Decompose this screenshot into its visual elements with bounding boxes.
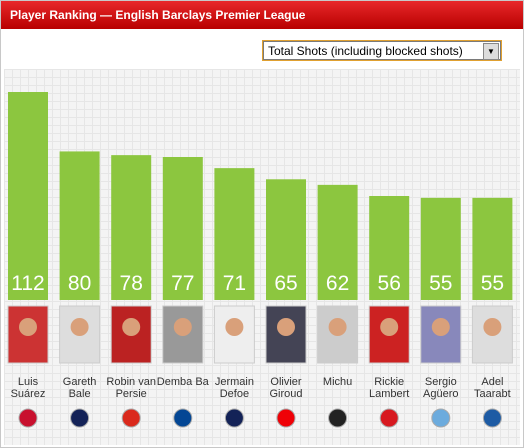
player-name: Robin van Persie bbox=[106, 376, 156, 400]
dropdown-arrow[interactable]: ▼ bbox=[483, 43, 499, 60]
player-head bbox=[122, 318, 141, 336]
bar bbox=[214, 168, 255, 300]
value-label: 71 bbox=[223, 272, 246, 295]
player-head bbox=[483, 318, 502, 336]
player-name: Jermain Defoe bbox=[214, 376, 254, 400]
club-logo bbox=[224, 408, 244, 428]
player-name: Gareth Bale bbox=[62, 376, 97, 400]
club-logo bbox=[121, 408, 141, 428]
player-head bbox=[277, 318, 295, 336]
club-logo bbox=[18, 408, 38, 428]
club-logo bbox=[431, 408, 451, 428]
player-name: Sergio Agüero bbox=[423, 376, 459, 400]
club-logo bbox=[482, 408, 502, 428]
club-logo bbox=[173, 408, 193, 428]
player-name: Adel Taarabt bbox=[474, 376, 511, 400]
player-head bbox=[19, 318, 37, 336]
player-photo bbox=[162, 305, 204, 364]
dropdown-text: Total Shots (including blocked shots) bbox=[268, 44, 463, 58]
club-logo bbox=[379, 408, 399, 428]
value-label: 55 bbox=[429, 272, 452, 295]
value-label: 77 bbox=[171, 272, 194, 295]
bar bbox=[111, 155, 152, 300]
value-label: 78 bbox=[120, 272, 143, 295]
player-head bbox=[380, 318, 399, 336]
player-head bbox=[431, 318, 450, 336]
value-label: 112 bbox=[11, 272, 44, 295]
player-head bbox=[70, 318, 89, 336]
club-logo bbox=[70, 408, 90, 428]
value-label: 62 bbox=[326, 272, 349, 295]
bar bbox=[317, 184, 358, 300]
club-logo bbox=[276, 408, 296, 428]
bar bbox=[420, 197, 461, 300]
value-label: 56 bbox=[378, 272, 401, 295]
player-head bbox=[225, 318, 244, 336]
player-photo bbox=[368, 305, 410, 364]
bar bbox=[8, 92, 48, 300]
player-name: Demba Ba bbox=[156, 376, 209, 388]
club-logo bbox=[328, 408, 348, 428]
value-label: 55 bbox=[481, 272, 504, 295]
header-title: Player Ranking — English Barclays Premie… bbox=[1, 1, 523, 29]
player-name: Michu bbox=[322, 376, 353, 388]
bar bbox=[472, 197, 513, 300]
player-head bbox=[173, 318, 192, 336]
player-name: Olivier Giroud bbox=[269, 376, 303, 400]
player-head bbox=[328, 318, 347, 336]
value-label: 80 bbox=[68, 272, 91, 295]
player-name: Rickie Lambert bbox=[369, 376, 410, 400]
player-name: Luis Suárez bbox=[10, 376, 46, 400]
player-photo bbox=[59, 305, 101, 364]
bar bbox=[59, 151, 100, 300]
bar bbox=[369, 196, 410, 300]
bar bbox=[162, 157, 203, 300]
bar bbox=[266, 179, 306, 300]
metric-dropdown[interactable]: Total Shots (including blocked shots) ▼ bbox=[262, 40, 502, 61]
value-label: 65 bbox=[274, 272, 297, 295]
